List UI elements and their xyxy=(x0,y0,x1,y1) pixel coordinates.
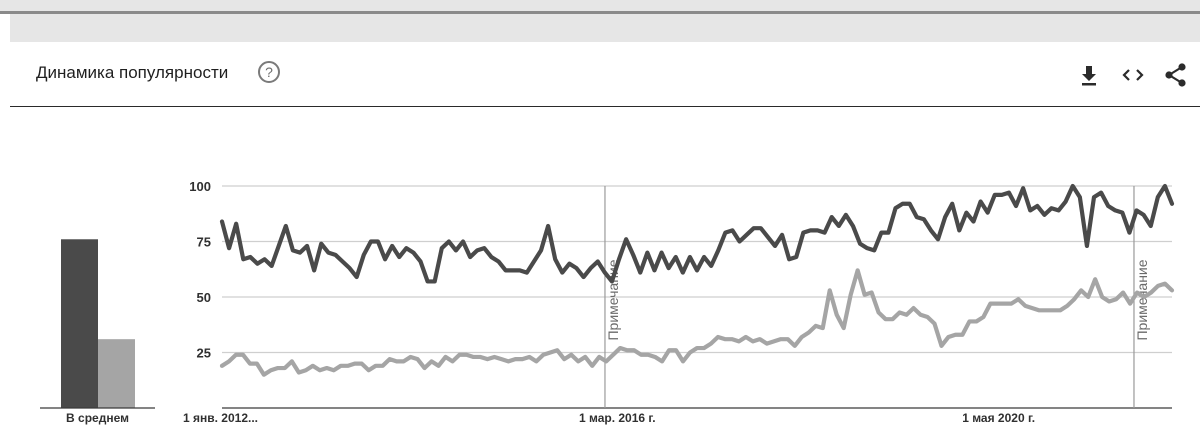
x-tick-label: 1 янв. 2012... xyxy=(183,411,258,425)
x-tick-label: 1 мар. 2016 г. xyxy=(579,411,656,425)
average-bars xyxy=(40,239,155,409)
browser-top-bar xyxy=(0,0,1200,42)
card-title: Динамика популярности xyxy=(36,63,229,82)
series-lines xyxy=(219,183,1175,377)
y-tick-label: 100 xyxy=(189,179,211,194)
axis-labels: 25 50 75 100 1 янв. 2012... 1 мар. 2016 г. 1 м… xyxy=(183,179,1035,425)
y-tick-label: 25 xyxy=(197,346,211,361)
y-tick-label: 50 xyxy=(197,290,211,305)
average-bar-1[interactable] xyxy=(61,239,98,408)
embed-code-icon[interactable] xyxy=(1120,62,1146,88)
help-circle-icon[interactable]: ? xyxy=(258,61,280,83)
grid-lines xyxy=(222,185,1172,409)
card-header: Динамика популярности ? xyxy=(10,42,1200,107)
annotation-label[interactable]: Примечание xyxy=(1134,259,1150,340)
series-line-2[interactable] xyxy=(219,268,1175,377)
average-category-label: В среднем xyxy=(66,411,129,425)
average-bar-2[interactable] xyxy=(98,339,135,408)
share-icon[interactable] xyxy=(1162,62,1188,88)
download-icon[interactable] xyxy=(1076,62,1102,88)
y-tick-label: 75 xyxy=(197,235,211,250)
x-tick-label: 1 мая 2020 г. xyxy=(962,411,1035,425)
series-line-1[interactable] xyxy=(219,183,1175,284)
